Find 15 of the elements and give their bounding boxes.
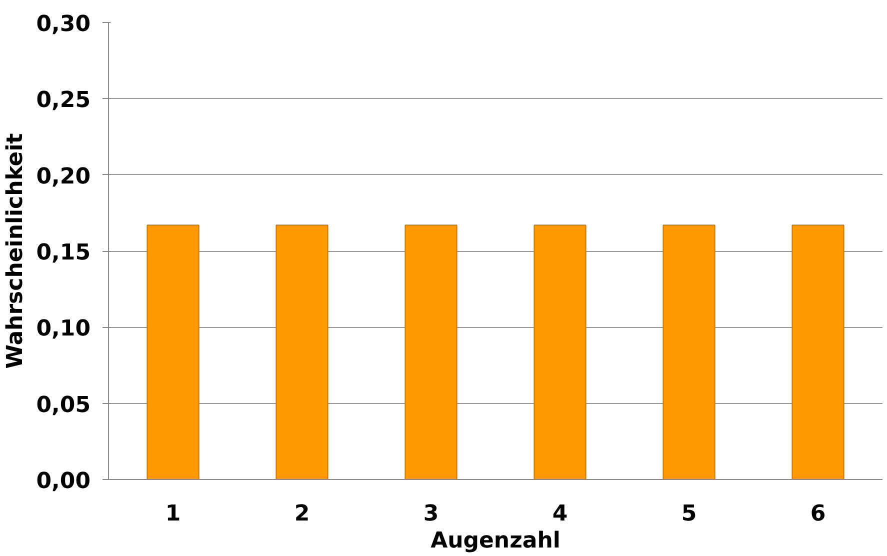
y-tick-label: 0,25 [36,88,90,114]
x-tick-label: 2 [294,502,310,526]
y-axis-title: Wahrscheinlichkeit [3,132,28,369]
x-tick-label: 5 [681,502,697,526]
x-axis-title: Augenzahl [430,528,560,554]
y-tick-label: 0,10 [36,316,90,342]
x-tick-label: 3 [423,502,439,526]
y-tick-label: 0,05 [36,392,90,418]
y-tick-label: 0,00 [36,469,90,494]
y-tick-label: 0,15 [36,240,90,266]
x-tick-label: 1 [165,502,181,526]
y-tick-label: 0,30 [36,12,90,37]
x-tick-label: 6 [810,502,826,526]
y-tick-label: 0,20 [36,164,90,190]
x-tick-label: 4 [552,502,568,526]
